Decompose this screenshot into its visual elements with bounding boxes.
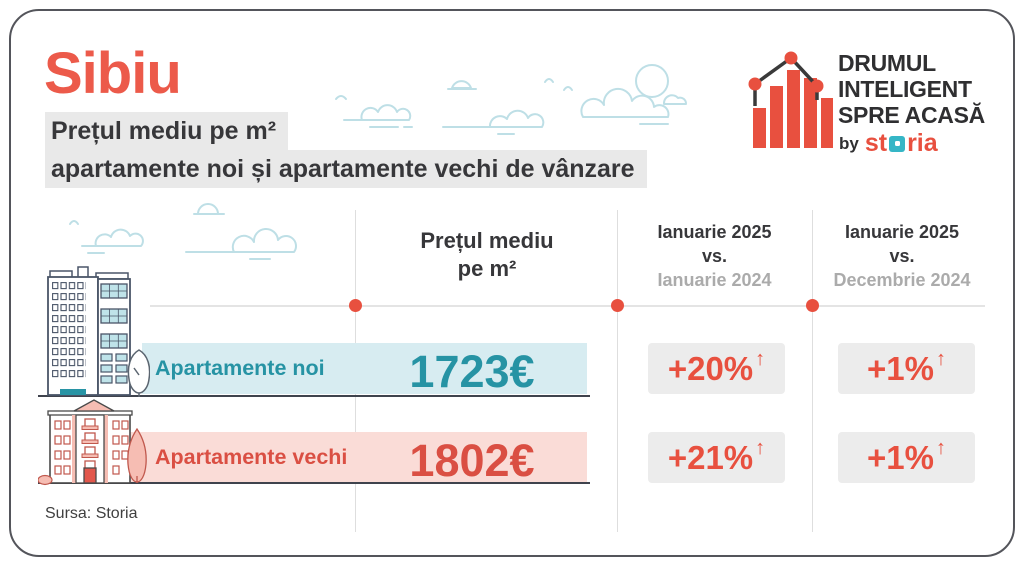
row-label-new: Apartamente noi: [155, 356, 325, 380]
row-label-old: Apartamente vechi: [155, 445, 348, 469]
rule-dot: [611, 299, 624, 312]
header-text: vs.: [701, 246, 728, 266]
change-value: +1%: [867, 438, 934, 476]
bird-icon: [69, 220, 79, 225]
ground-line: [38, 395, 590, 397]
arrow-up-icon: ↑: [935, 348, 946, 370]
page-title: Sibiu: [44, 41, 182, 106]
brand-text-left: st: [864, 129, 888, 157]
column-header-mom: Ianuarie 2025 vs. Decembrie 2024: [812, 220, 992, 292]
price-old: 1802€: [409, 435, 535, 486]
change-value: +20%: [667, 349, 754, 387]
change-chip-old-yoy: +21% ↑: [648, 432, 785, 483]
storia-o-icon: [889, 135, 906, 152]
rule-dot: [349, 299, 362, 312]
column-header-price: Prețul mediu pe m²: [357, 227, 617, 283]
logo-line-3: SPRE ACASĂ: [838, 102, 985, 128]
column-divider: [617, 210, 618, 532]
storia-house-chart-icon: [748, 51, 833, 148]
change-chip-new-yoy: +20% ↑: [648, 343, 785, 394]
arrow-up-icon: ↑: [755, 348, 766, 370]
cloud-icon: [94, 228, 144, 247]
logo-wordmark: DRUMUL INTELIGENT SPRE ACASĂ: [838, 50, 985, 128]
header-text-muted: Decembrie 2024: [833, 270, 971, 290]
logo-line-1: DRUMUL: [838, 50, 936, 76]
bird-icon: [544, 78, 554, 83]
logo-byline: by st ria: [839, 129, 938, 158]
logo-line-2: INTELIGENT: [838, 76, 972, 102]
header-text-muted: Ianuarie 2024: [657, 270, 772, 290]
modern-building-illustration: [47, 266, 150, 397]
source-note: Sursa: Storia: [45, 505, 138, 522]
cloud-icon: [360, 104, 412, 121]
column-header-yoy: Ianuarie 2025 vs. Ianuarie 2024: [617, 220, 812, 292]
storia-brand: st ria: [865, 129, 938, 158]
rule-dot: [806, 299, 819, 312]
header-text: vs.: [889, 246, 915, 266]
change-value: +1%: [867, 349, 934, 387]
header-text: Ianuarie 2025: [844, 222, 960, 242]
header-text: Prețul mediu: [420, 228, 554, 253]
header-text: pe m²: [457, 256, 517, 281]
cloud-icon: [580, 87, 670, 118]
brand-text-right: ria: [907, 129, 938, 157]
ground-line: [38, 482, 590, 484]
row-band-old: [125, 432, 587, 482]
subtitle-line-1: Prețul mediu pe m²: [45, 112, 289, 150]
header-text: Ianuarie 2025: [657, 222, 772, 242]
sun-icon: [635, 64, 669, 98]
classic-building-illustration: [38, 399, 147, 486]
cloud-icon: [231, 228, 297, 253]
door: [83, 467, 97, 484]
change-chip-new-mom: +1% ↑: [838, 343, 975, 394]
bush-icon: [38, 474, 53, 486]
row-band-new: [142, 343, 587, 394]
by-label: by: [839, 133, 859, 153]
column-divider: [812, 210, 813, 532]
header-rule: [150, 305, 985, 307]
cloud-icon: [488, 109, 545, 128]
price-new: 1723€: [409, 346, 535, 397]
bird-icon: [335, 95, 347, 100]
cloud-icon: [197, 203, 219, 215]
tree-icon: [127, 349, 150, 394]
change-chip-old-mom: +1% ↑: [838, 432, 975, 483]
cloud-icon: [451, 80, 472, 89]
subtitle-line-2: apartamente noi și apartamente vechi de …: [45, 150, 647, 188]
bird-icon: [563, 86, 573, 91]
arrow-up-icon: ↑: [755, 437, 766, 459]
pediment: [73, 399, 115, 412]
change-value: +21%: [667, 438, 754, 476]
arrow-up-icon: ↑: [935, 437, 946, 459]
